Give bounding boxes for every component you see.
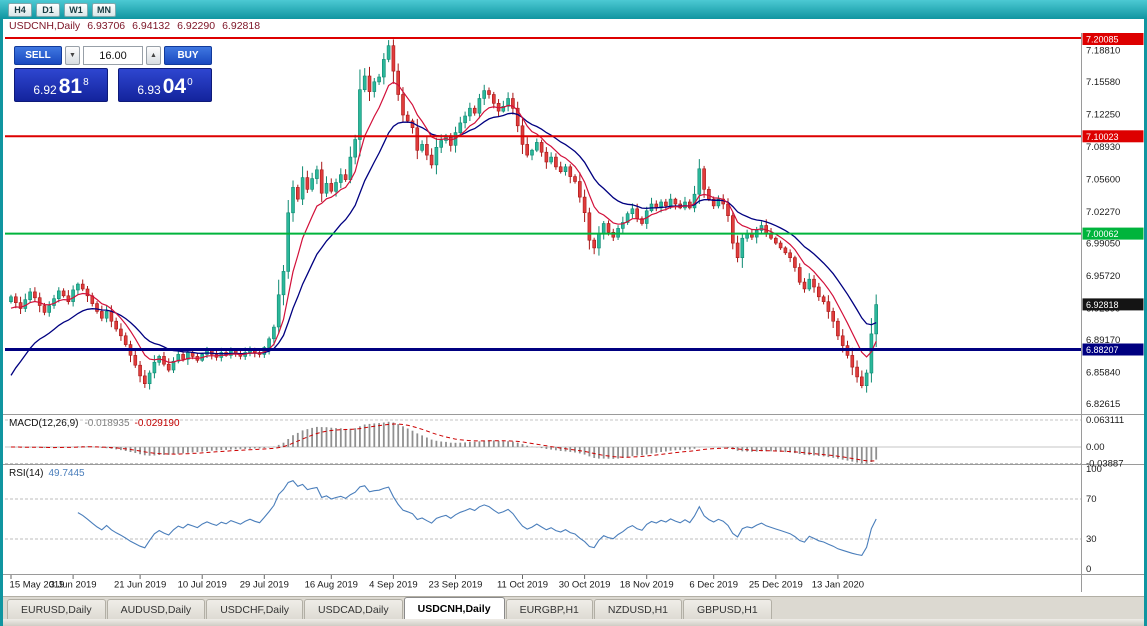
svg-text:30 Oct 2019: 30 Oct 2019 (559, 580, 611, 591)
current-price-label: 6.92818 (1082, 298, 1144, 311)
ohlc-low: 6.92290 (177, 20, 216, 32)
rsi-indicator: 100 70 30 0 RSI(14) 49.7445 (5, 464, 1102, 575)
timeframe-button-mn[interactable]: MN (92, 2, 116, 17)
svg-text:-0.03887: -0.03887 (1086, 459, 1124, 470)
sell-price-point: 8 (83, 77, 89, 88)
svg-text:6.89170: 6.89170 (1086, 335, 1120, 346)
svg-text:7.12250: 7.12250 (1086, 110, 1120, 121)
svg-text:21 Jun 2019: 21 Jun 2019 (114, 580, 166, 591)
svg-text:7.02270: 7.02270 (1086, 207, 1120, 218)
svg-text:15 May 2019: 15 May 2019 (10, 580, 65, 591)
chart-tab-usdchf-daily[interactable]: USDCHF,Daily (206, 599, 304, 619)
buy-price-panel[interactable]: 6.93 04 0 (118, 68, 212, 102)
window-bottom-edge (3, 619, 1144, 626)
svg-text:0.00: 0.00 (1086, 442, 1105, 453)
svg-text:6.85840: 6.85840 (1086, 368, 1120, 379)
ohlc-close: 6.92818 (222, 20, 261, 32)
macd-signal-line (11, 423, 877, 462)
chart-tab-eurusd-daily[interactable]: EURUSD,Daily (7, 599, 106, 619)
buy-price-pips: 04 (162, 75, 187, 99)
svg-text:10 Jul 2019: 10 Jul 2019 (178, 580, 227, 591)
svg-text:7.15580: 7.15580 (1086, 77, 1120, 88)
svg-text:13 Jan 2020: 13 Jan 2020 (812, 580, 864, 591)
svg-text:0: 0 (1086, 564, 1091, 575)
svg-text:6.88207: 6.88207 (1086, 345, 1119, 355)
svg-text:6.92818: 6.92818 (1086, 300, 1119, 310)
volume-decrease-button[interactable]: ▼ (65, 46, 80, 65)
chart-tab-gbpusd-h1[interactable]: GBPUSD,H1 (683, 599, 772, 619)
svg-text:100: 100 (1086, 464, 1102, 475)
sell-price-pips: 81 (58, 75, 83, 99)
sell-button[interactable]: SELL (14, 46, 62, 65)
chart-tab-audusd-daily[interactable]: AUDUSD,Daily (106, 599, 206, 619)
svg-text:23 Sep 2019: 23 Sep 2019 (429, 580, 483, 591)
buy-price-big-figure: 6.93 (137, 82, 161, 97)
svg-text:6.99050: 6.99050 (1086, 239, 1120, 250)
window-right-edge (1144, 0, 1147, 626)
one-click-trading-widget: SELL ▼ 16.00 ▲ BUY 6.92 81 8 6.93 04 0 (14, 46, 212, 102)
svg-text:18 Nov 2019: 18 Nov 2019 (620, 580, 674, 591)
chart-tab-nzdusd-h1[interactable]: NZDUSD,H1 (593, 599, 682, 619)
chart-tab-usdcnh-daily[interactable]: USDCNH,Daily (403, 597, 505, 619)
macd-label: MACD(12,26,9) -0.018935 -0.029190 (9, 418, 180, 429)
svg-text:70: 70 (1086, 494, 1097, 505)
timeframe-button-w1[interactable]: W1 (64, 2, 88, 17)
chart-tab-usdcad-daily[interactable]: USDCAD,Daily (304, 599, 403, 619)
ohlc-high: 6.94132 (132, 20, 171, 32)
sell-price-panel[interactable]: 6.92 81 8 (14, 68, 108, 102)
svg-text:30: 30 (1086, 534, 1097, 545)
timeframe-button-h4[interactable]: H4 (8, 2, 32, 17)
horizontal-level-lines[interactable]: 7.20085 7.10023 7.00062 6.88207 (5, 33, 1144, 356)
svg-text:25 Dec 2019: 25 Dec 2019 (749, 580, 803, 591)
svg-text:7.08930: 7.08930 (1086, 142, 1120, 153)
svg-text:7.10023: 7.10023 (1086, 132, 1119, 142)
macd-indicator: 0.063111 0.00 -0.03887 MACD(12,26,9) -0.0189… (5, 415, 1124, 470)
chart-tab-bar: EURUSD,Daily AUDUSD,Daily USDCHF,Daily USDC… (3, 596, 1144, 619)
timeframe-toolbar: H4 D1 W1 MN (0, 0, 1147, 19)
svg-text:11 Oct 2019: 11 Oct 2019 (497, 580, 548, 591)
slow-ma-line (10, 112, 877, 376)
window-left-edge (0, 0, 3, 626)
chart-tab-eurgbp-h1[interactable]: EURGBP,H1 (505, 599, 593, 619)
svg-text:16 Aug 2019: 16 Aug 2019 (305, 580, 358, 591)
svg-text:7.20085: 7.20085 (1086, 35, 1119, 45)
svg-text:6.82615: 6.82615 (1086, 399, 1120, 410)
sell-price-big-figure: 6.92 (33, 82, 57, 97)
panel-dividers (3, 33, 1144, 592)
buy-price-point: 0 (187, 77, 193, 88)
timeframe-button-d1[interactable]: D1 (36, 2, 60, 17)
svg-text:6.95720: 6.95720 (1086, 271, 1120, 282)
svg-text:6 Dec 2019: 6 Dec 2019 (689, 580, 738, 591)
svg-text:3 Jun 2019: 3 Jun 2019 (50, 580, 97, 591)
volume-increase-button[interactable]: ▲ (146, 46, 161, 65)
buy-button[interactable]: BUY (164, 46, 212, 65)
moving-averages (10, 81, 877, 376)
svg-text:7.18810: 7.18810 (1086, 46, 1120, 57)
chart-ohlc-readout: USDCNH,Daily 6.93706 6.94132 6.92290 6.9… (3, 19, 1144, 33)
chart-canvas[interactable]: 7.20085 7.10023 7.00062 6.88207 7.18810 7.155… (3, 33, 1144, 592)
rsi-line (77, 480, 877, 557)
fast-ma-line (10, 81, 877, 364)
svg-text:4 Sep 2019: 4 Sep 2019 (369, 580, 418, 591)
svg-text:0.063111: 0.063111 (1086, 415, 1124, 426)
svg-text:7.05600: 7.05600 (1086, 175, 1120, 186)
svg-text:7.00062: 7.00062 (1086, 229, 1119, 239)
volume-input[interactable]: 16.00 (83, 46, 143, 65)
ohlc-open: 6.93706 (87, 20, 126, 32)
svg-text:29 Jul 2019: 29 Jul 2019 (240, 580, 289, 591)
chart-symbol-period: USDCNH,Daily (9, 20, 81, 32)
rsi-label: RSI(14) 49.7445 (9, 468, 85, 479)
